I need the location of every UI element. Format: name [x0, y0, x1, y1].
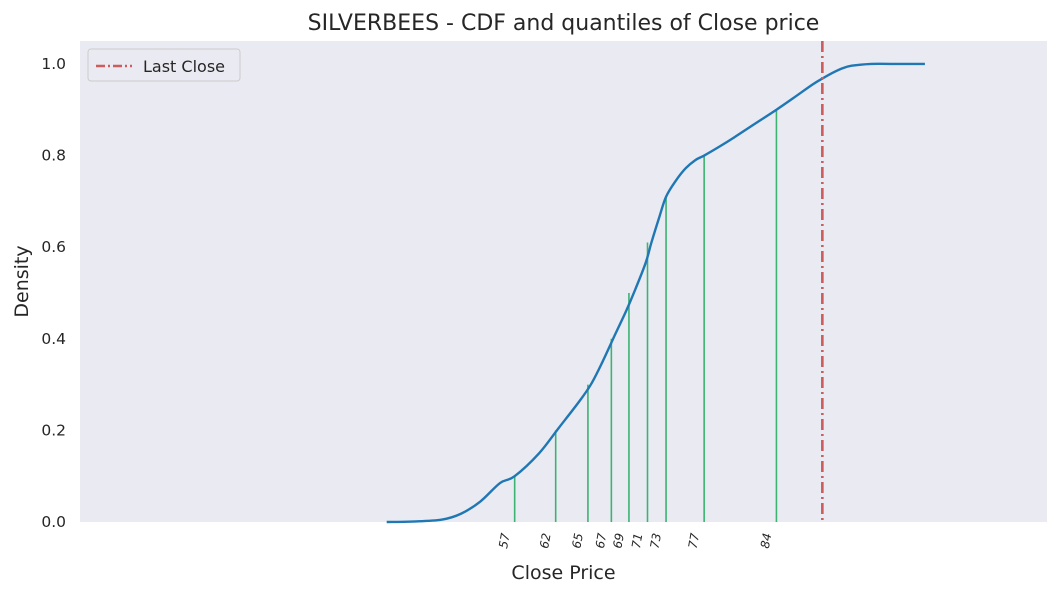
quantile-tick-labels: 57 62 65 67 69 71 73 77 84 — [496, 532, 774, 550]
legend-box — [87, 48, 241, 82]
x-axis-label: Close Price — [511, 562, 615, 584]
legend-entry-last-close: Last Close — [143, 57, 225, 76]
quantile-tick-label: 69 — [610, 532, 626, 549]
quantile-tick-label: 73 — [648, 532, 664, 549]
y-tick-label: 1.0 — [41, 55, 66, 73]
y-tick-label: 0.4 — [41, 330, 66, 348]
y-tick-label: 0.2 — [41, 421, 66, 439]
quantile-tick-label: 62 — [537, 532, 553, 549]
quantile-tick-label: 84 — [758, 532, 774, 549]
quantile-tick-label: 57 — [496, 532, 513, 550]
chart-title: SILVERBEES - CDF and quantiles of Close … — [308, 11, 820, 36]
y-tick-label: 0.8 — [41, 147, 66, 165]
quantile-tick-label: 71 — [629, 532, 645, 549]
legend: Last Close — [87, 48, 241, 82]
quantile-lines — [513, 109, 778, 522]
y-axis-ticks: 0.0 0.2 0.4 0.6 0.8 1.0 — [41, 55, 66, 531]
quantile-tick-label: 67 — [593, 532, 610, 550]
y-tick-label: 0.0 — [41, 513, 66, 531]
plot-background — [80, 41, 1047, 522]
y-axis-label: Density — [11, 245, 33, 317]
quantile-tick-label: 65 — [569, 532, 585, 549]
quantile-tick-label: 77 — [686, 532, 703, 550]
y-tick-label: 0.6 — [41, 238, 66, 256]
